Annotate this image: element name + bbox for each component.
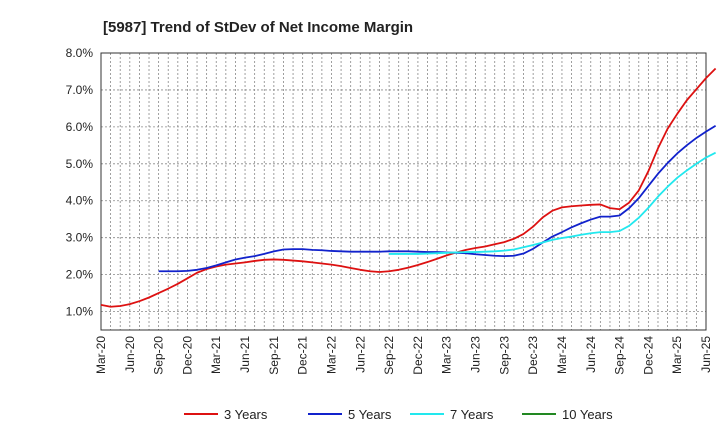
x-tick-label: Sep-20 — [152, 336, 166, 375]
x-tick-label: Jun-20 — [123, 336, 137, 373]
series-line-7-years — [389, 151, 717, 255]
x-tick-label: Jun-21 — [238, 336, 252, 373]
y-tick-label: 5.0% — [66, 157, 94, 171]
y-tick-label: 4.0% — [66, 194, 94, 208]
y-tick-label: 6.0% — [66, 120, 94, 134]
x-tick-label: Dec-23 — [526, 336, 540, 375]
grid — [101, 53, 706, 330]
y-axis: 1.0% 2.0% 3.0% 4.0% 5.0% 6.0% 7.0% 8.0% — [66, 46, 94, 319]
x-tick-label: Sep-22 — [382, 336, 396, 375]
y-tick-label: 3.0% — [66, 231, 94, 245]
x-tick-label: Jun-23 — [469, 336, 483, 373]
x-tick-label: Mar-20 — [94, 336, 108, 374]
x-axis: Mar-20 Jun-20 Sep-20 Dec-20 Mar-21 Jun-21 Sep-… — [94, 336, 713, 375]
y-tick-label: 2.0% — [66, 268, 94, 282]
series-line-5-years — [158, 124, 717, 273]
legend: 3 Years 5 Years 7 Years 10 Years — [184, 407, 613, 422]
plot-frame — [100, 52, 707, 331]
x-tick-label: Mar-24 — [555, 336, 569, 374]
legend-label: 7 Years — [450, 407, 494, 422]
x-tick-label: Sep-21 — [267, 336, 281, 375]
x-tick-label: Dec-22 — [411, 336, 425, 375]
x-tick-label: Mar-22 — [324, 336, 338, 374]
x-tick-label: Jun-25 — [699, 336, 713, 373]
legend-label: 5 Years — [348, 407, 392, 422]
x-tick-label: Dec-20 — [180, 336, 194, 375]
x-tick-label: Jun-22 — [353, 336, 367, 373]
x-tick-label: Jun-24 — [584, 336, 598, 373]
x-tick-label: Mar-25 — [670, 336, 684, 374]
x-tick-label: Sep-24 — [613, 336, 627, 375]
x-tick-label: Mar-21 — [209, 336, 223, 374]
x-tick-label: Mar-23 — [440, 336, 454, 374]
x-tick-label: Sep-23 — [497, 336, 511, 375]
series-lines — [100, 67, 717, 308]
x-tick-label: Dec-24 — [641, 336, 655, 375]
x-tick-label: Dec-21 — [296, 336, 310, 375]
legend-label: 10 Years — [562, 407, 613, 422]
y-tick-label: 8.0% — [66, 46, 94, 60]
y-tick-label: 7.0% — [66, 83, 94, 97]
y-tick-label: 1.0% — [66, 305, 94, 319]
series-line-3-years — [100, 67, 717, 308]
chart-title: [5987] Trend of StDev of Net Income Marg… — [103, 19, 413, 36]
legend-label: 3 Years — [224, 407, 268, 422]
